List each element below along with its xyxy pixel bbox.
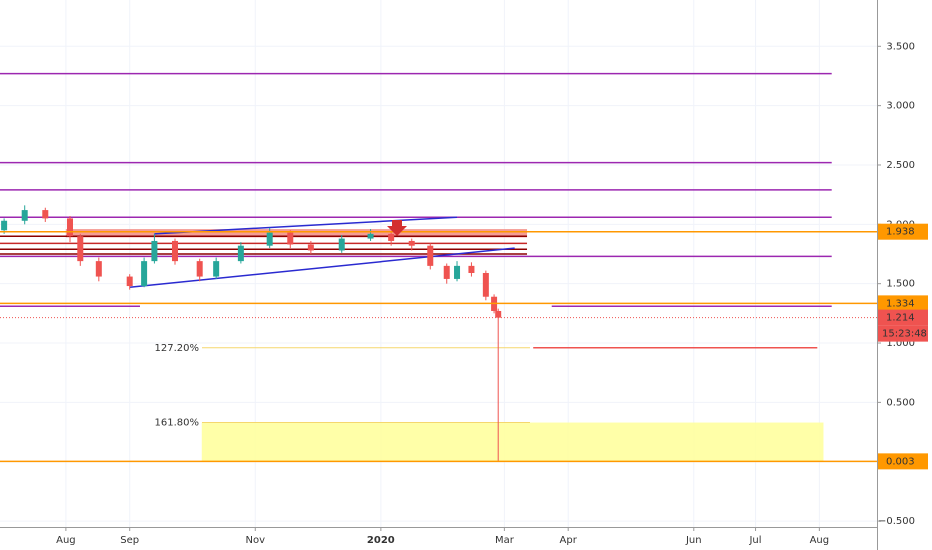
y-tick-label: 3.500 <box>886 41 915 52</box>
price-label: 1.334 <box>886 298 915 309</box>
y-tick-label: −0.500 <box>878 516 915 527</box>
arrow-marker <box>387 220 407 236</box>
candle-body <box>495 310 502 318</box>
x-tick-label: Mar <box>495 535 515 546</box>
candle-body <box>427 245 434 266</box>
price-label-bg <box>878 223 928 240</box>
price-label: 0.003 <box>886 456 915 467</box>
candle-body <box>126 276 133 287</box>
candle-body <box>95 261 102 277</box>
candle-body <box>287 232 294 245</box>
candle-body <box>443 265 450 279</box>
x-tick-label: 2020 <box>367 535 395 546</box>
y-tick-label: 0.500 <box>886 397 915 408</box>
candle-body <box>213 261 220 277</box>
candle-body <box>42 210 49 219</box>
candle-body <box>454 265 461 279</box>
price-label-bg <box>878 295 928 312</box>
candle-body <box>1 220 8 231</box>
x-tick-label: Aug <box>810 535 830 546</box>
x-tick-label: Aug <box>56 535 76 546</box>
candle-body <box>21 210 28 221</box>
axes: 3.5003.0002.5002.0001.5001.0000.5000.000… <box>56 41 928 546</box>
price-label: 1.938 <box>886 227 915 238</box>
candle-body <box>482 272 489 297</box>
candle-body <box>307 244 314 251</box>
fib-label: 127.20% <box>155 343 200 354</box>
candle-body <box>367 233 374 239</box>
x-tick-label: Nov <box>246 535 266 546</box>
zone <box>201 422 824 462</box>
trend-line <box>129 247 515 288</box>
x-tick-label: Apr <box>560 535 578 546</box>
zone <box>65 229 528 238</box>
candle-body <box>77 236 84 262</box>
x-tick-label: Jul <box>748 535 761 546</box>
candle-body <box>171 240 178 262</box>
y-tick-label: 2.500 <box>886 160 915 171</box>
plot: 127.20% 161.80% <box>0 72 877 463</box>
price-label-bg <box>878 309 928 326</box>
candle-body <box>408 240 415 246</box>
y-tick-label: 1.000 <box>886 338 915 349</box>
x-tick-label: Jun <box>685 535 702 546</box>
candle-body <box>388 233 395 241</box>
candle-body <box>468 265 475 273</box>
candle-body <box>266 232 273 246</box>
countdown-bg <box>878 325 928 342</box>
y-tick-label: 1.500 <box>886 279 915 290</box>
candle-body <box>141 261 148 287</box>
y-tick-label: 3.000 <box>886 101 915 112</box>
price-label-bg <box>878 453 928 470</box>
countdown-label: 15:23:48 <box>882 329 927 340</box>
price-label: 1.214 <box>886 313 915 324</box>
candle-body <box>338 238 345 251</box>
candle-body <box>237 245 244 262</box>
candle-body <box>151 240 158 262</box>
candle-body <box>66 218 73 237</box>
x-tick-label: Sep <box>120 535 139 546</box>
candle-body <box>196 261 203 277</box>
fib-label: 161.80% <box>155 418 200 429</box>
